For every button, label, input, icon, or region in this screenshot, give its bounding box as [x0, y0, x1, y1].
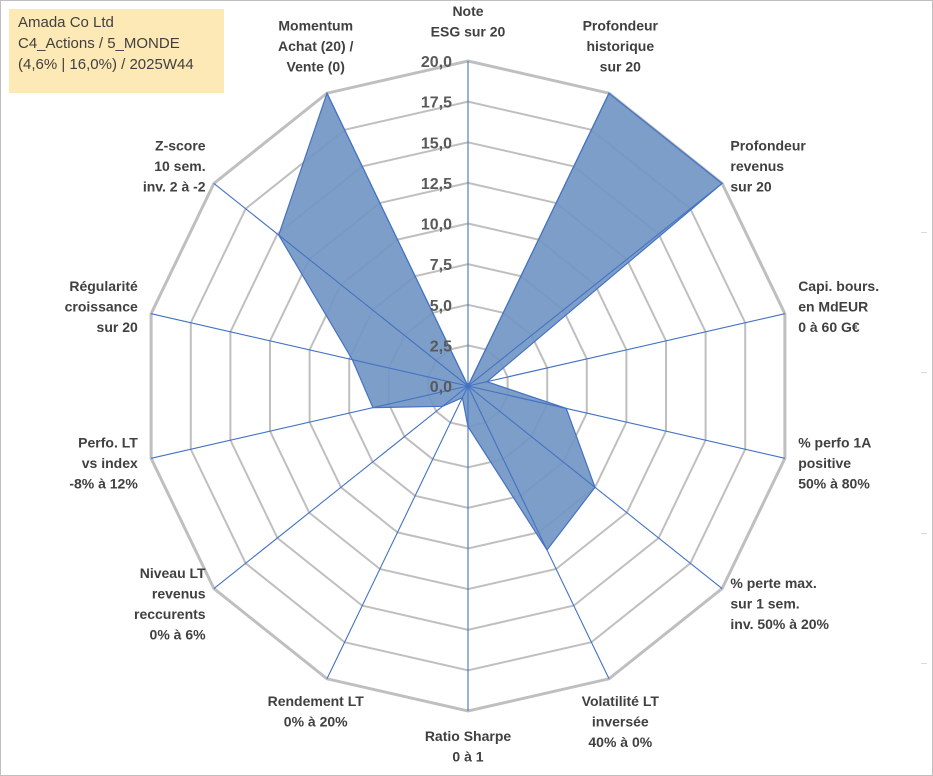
axis-label-9-line-1: revenus — [152, 585, 206, 601]
tick-label-6: 15,0 — [421, 135, 452, 152]
axis-label-9: Niveau LT revenus reccurents 0% à 6% — [134, 565, 206, 643]
axis-label-2: Profondeur revenus sur 20 — [730, 137, 806, 194]
axis-label-10-line-2: -8% à 12% — [69, 475, 138, 491]
axis-label-3: Capi. bours. en MdEUR 0 à 60 G€ — [798, 278, 879, 335]
axis-label-11-line-0: Régularité — [69, 278, 138, 294]
axis-label-10-line-0: Perfo. LT — [78, 434, 138, 450]
axis-label-13-line-2: Vente (0) — [287, 58, 345, 74]
axis-label-0-line-1: ESG sur 20 — [431, 24, 506, 40]
tick-label-1: 2,5 — [430, 338, 452, 355]
tick-label-5: 12,5 — [421, 176, 452, 193]
scroll-indicator — [921, 20, 927, 760]
spoke-12 — [213, 182, 469, 387]
axis-label-7: Ratio Sharpe 0 à 1 — [425, 728, 512, 765]
spoke-4 — [467, 385, 786, 459]
axis-label-6-line-0: Volatilité LT — [582, 693, 660, 709]
axis-label-4-line-1: positive — [798, 455, 851, 471]
axis-label-5: % perte max. sur 1 sem. inv. 50% à 20% — [730, 575, 829, 632]
axis-label-9-line-2: reccurents — [134, 606, 206, 622]
spoke-8 — [326, 385, 469, 680]
spoke-10 — [150, 385, 469, 459]
axis-label-2-line-0: Profondeur — [730, 137, 806, 153]
axis-label-8-line-0: Rendement LT — [268, 693, 365, 709]
axis-label-1: Profondeur historique sur 20 — [583, 17, 659, 74]
axis-label-12-line-1: 10 sem. — [154, 158, 205, 174]
spoke-9 — [213, 385, 469, 590]
company-name: Amada Co Ltd — [18, 14, 114, 31]
radar-axis-labels: Note ESG sur 20 Profondeur historique sur 20… — [65, 3, 879, 765]
axis-label-13: Momentum Achat (20) / Vente (0) — [278, 17, 354, 74]
axis-label-5-line-1: sur 1 sem. — [730, 596, 799, 612]
tick-label-8: 20,0 — [421, 54, 452, 71]
tick-label-7: 17,5 — [421, 95, 452, 112]
spoke-3 — [467, 313, 786, 387]
spoke-2 — [467, 182, 723, 387]
axis-label-7-line-1: 0 à 1 — [452, 749, 483, 765]
series-area — [278, 91, 724, 552]
axis-label-2-line-2: sur 20 — [730, 178, 771, 194]
axis-label-13-line-0: Momentum — [278, 17, 353, 33]
spoke-11 — [150, 313, 469, 387]
axis-label-1-line-2: sur 20 — [600, 58, 641, 74]
axis-label-4-line-2: 50% à 80% — [798, 475, 870, 491]
axis-label-5-line-0: % perte max. — [730, 575, 816, 591]
spoke-5 — [467, 385, 723, 590]
stats-label: (4,6% | 16,0%) / 2025W44 — [18, 56, 194, 73]
axis-label-4: % perfo 1A positive 50% à 80% — [798, 434, 871, 491]
axis-label-4-line-0: % perfo 1A — [798, 434, 871, 450]
axis-label-7-line-0: Ratio Sharpe — [425, 728, 512, 744]
axis-label-11: Régularité croissance sur 20 — [65, 278, 138, 335]
axis-label-6-line-2: 40% à 0% — [588, 734, 652, 750]
spoke-6 — [467, 385, 610, 680]
axis-label-0: Note ESG sur 20 — [431, 3, 506, 40]
spoke-13 — [326, 92, 469, 387]
radar-spokes — [150, 61, 786, 711]
axis-label-8-line-1: 0% à 20% — [284, 714, 348, 730]
chart-title-box: Amada Co Ltd C4_Actions / 5_MONDE (4,6% … — [9, 9, 224, 93]
tick-label-4: 10,0 — [421, 217, 452, 234]
axis-label-11-line-1: croissance — [65, 299, 138, 315]
axis-label-3-line-0: Capi. bours. — [798, 278, 879, 294]
axis-label-3-line-1: en MdEUR — [798, 299, 868, 315]
tick-label-2: 5,0 — [430, 298, 452, 315]
axis-label-0-line-0: Note — [452, 3, 483, 19]
axis-label-9-line-3: 0% à 6% — [150, 626, 207, 642]
axis-label-10-line-1: vs index — [82, 455, 138, 471]
tick-label-0: 0,0 — [430, 379, 452, 396]
radar-tick-labels: 0,0 2,5 5,0 7,5 10,0 12,5 15,0 17,5 20,0 — [421, 54, 452, 396]
axis-label-10: Perfo. LT vs index -8% à 12% — [69, 434, 138, 491]
axis-label-12-line-2: inv. 2 à -2 — [143, 178, 206, 194]
axis-label-6: Volatilité LT inversée 40% à 0% — [582, 693, 660, 750]
axis-label-5-line-2: inv. 50% à 20% — [730, 616, 829, 632]
axis-label-11-line-2: sur 20 — [97, 319, 138, 335]
axis-label-12-line-0: Z-score — [155, 137, 206, 153]
tick-label-3: 7,5 — [430, 257, 452, 274]
axis-label-1-line-0: Profondeur — [583, 17, 659, 33]
spoke-1 — [467, 92, 610, 387]
axis-label-2-line-1: revenus — [730, 158, 784, 174]
axis-label-6-line-1: inversée — [592, 714, 649, 730]
axis-label-13-line-1: Achat (20) / — [278, 38, 354, 54]
axis-label-3-line-2: 0 à 60 G€ — [798, 319, 860, 335]
axis-label-8: Rendement LT 0% à 20% — [268, 693, 365, 730]
axis-label-9-line-0: Niveau LT — [140, 565, 206, 581]
axis-label-12: Z-score 10 sem. inv. 2 à -2 — [143, 137, 206, 194]
axis-label-1-line-1: historique — [586, 38, 654, 54]
category-label: C4_Actions / 5_MONDE — [18, 35, 180, 52]
